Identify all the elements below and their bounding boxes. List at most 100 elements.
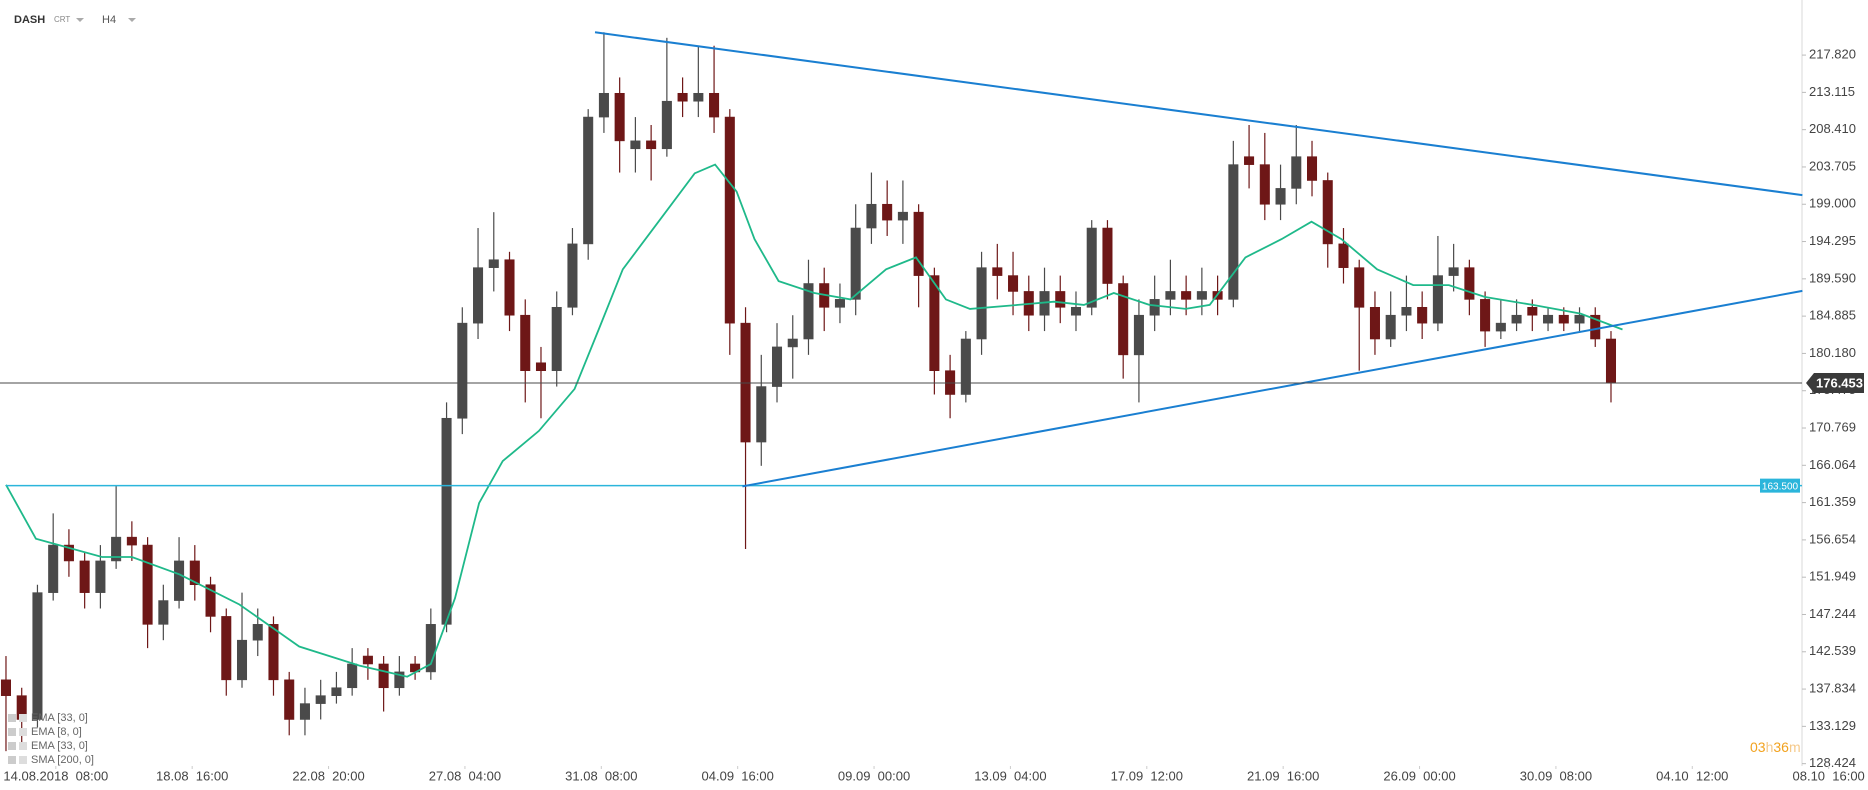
- candle-body: [850, 227, 861, 300]
- ema-line: [5, 163, 1623, 678]
- candle-body: [0, 679, 12, 696]
- candle-body: [1417, 306, 1428, 324]
- candle-body: [441, 417, 452, 625]
- trendline[interactable]: [594, 31, 1803, 197]
- candle-body: [1118, 283, 1129, 356]
- candle-body: [473, 267, 484, 324]
- countdown-part: m: [1789, 739, 1801, 755]
- candle-body: [771, 346, 783, 387]
- candle-body: [1543, 314, 1554, 324]
- y-tick-label: 151.949: [1809, 569, 1856, 584]
- y-tick-label: 137.834: [1809, 681, 1856, 696]
- candle-body: [709, 92, 720, 118]
- candle-body: [551, 306, 562, 372]
- indicator-icon[interactable]: [19, 756, 27, 764]
- candle-body: [252, 624, 263, 641]
- y-tick-label: 199.000: [1809, 196, 1856, 211]
- support-label-box: [1760, 478, 1800, 493]
- countdown: 03h36m: [1750, 739, 1801, 755]
- candle-body: [32, 592, 43, 720]
- candle-body: [1354, 267, 1365, 308]
- symbol[interactable]: DASH: [14, 14, 45, 26]
- candle-body: [1322, 180, 1333, 245]
- header: DASH CRT H4: [14, 14, 136, 26]
- indicator-icon[interactable]: [19, 728, 27, 736]
- overlay: 217.820 213.115 208.410 203.705 199.000 194.2…: [0, 31, 1865, 783]
- candle-body: [1480, 299, 1491, 332]
- candle-body: [583, 116, 594, 245]
- candle-body: [221, 616, 232, 681]
- indicator-icon[interactable]: [19, 714, 27, 722]
- candle-body: [284, 679, 295, 720]
- candle-body: [457, 322, 468, 419]
- y-tick-label: 166.064: [1809, 457, 1856, 472]
- indicator-label[interactable]: EMA [8, 0]: [31, 726, 82, 738]
- indicator-icon[interactable]: [19, 742, 27, 750]
- y-tick-label: 128.424: [1809, 755, 1856, 770]
- y-tick-label: 142.539: [1809, 643, 1856, 658]
- candle-body: [630, 140, 641, 150]
- candle-body: [992, 267, 1003, 276]
- candle-body: [331, 687, 342, 696]
- indicator-icon[interactable]: [8, 756, 16, 764]
- candle-body: [598, 92, 609, 118]
- candle-body: [1338, 243, 1349, 268]
- x-tick-label: 18.08 16:00: [156, 768, 228, 783]
- candle-body: [126, 536, 137, 546]
- candle-body: [1291, 156, 1302, 189]
- candle-body: [1464, 267, 1475, 300]
- candle-body: [205, 584, 216, 617]
- y-tick-label: 147.244: [1809, 606, 1856, 621]
- x-tick-label: 04.10 12:00: [1656, 768, 1728, 783]
- candle-body: [646, 140, 657, 150]
- indicator-icon[interactable]: [8, 742, 16, 750]
- x-tick-label: 14.08.2018 08:00: [3, 768, 108, 783]
- x-tick-label: 31.08 08:00: [565, 768, 637, 783]
- chart-type[interactable]: CRT: [54, 15, 70, 24]
- indicator-icon[interactable]: [8, 714, 16, 722]
- indicator-label[interactable]: SMA [200, 0]: [31, 754, 94, 766]
- dropdown-caret[interactable]: [76, 18, 84, 22]
- y-tick-label: 203.705: [1809, 158, 1856, 173]
- x-tick-label: 21.09 16:00: [1247, 768, 1319, 783]
- x-tick-label: 09.09 00:00: [838, 768, 910, 783]
- candle-body: [882, 203, 893, 221]
- candle-body: [693, 92, 704, 102]
- y-tick-label: 156.654: [1809, 531, 1856, 546]
- trendline[interactable]: [742, 289, 1803, 488]
- y-tick-label: 213.115: [1809, 84, 1855, 99]
- candle-body: [1574, 314, 1585, 324]
- x-tick-label: 08.10 16:00: [1793, 768, 1865, 783]
- y-tick-label: 217.820: [1809, 47, 1856, 62]
- indicator-legend: EMA [33, 0] EMA [8, 0] EMA [33, 0] SMA [200…: [8, 712, 94, 766]
- candle-body: [1196, 291, 1207, 300]
- support-label: 163.500: [1762, 481, 1799, 492]
- candle-body: [1385, 314, 1396, 340]
- candle-body: [79, 560, 90, 593]
- candle-body: [189, 560, 200, 586]
- candle-body: [614, 92, 625, 142]
- candle-body: [174, 560, 185, 601]
- candle-body: [1102, 227, 1113, 284]
- countdown-part: h: [1766, 739, 1774, 755]
- candle-body: [95, 560, 106, 593]
- candle-body: [960, 338, 971, 395]
- x-tick-label: 27.08 04:00: [429, 768, 501, 783]
- interval[interactable]: H4: [102, 14, 116, 26]
- y-tick-label: 161.359: [1809, 494, 1856, 509]
- candle-body: [976, 267, 987, 340]
- candle-body: [1511, 314, 1522, 324]
- candle-body: [111, 536, 122, 562]
- indicator-icon[interactable]: [8, 728, 16, 736]
- dropdown-caret[interactable]: [128, 18, 136, 22]
- candle-body: [929, 275, 940, 372]
- y-tick-label: 133.129: [1809, 718, 1856, 733]
- candle-body: [1008, 275, 1019, 292]
- x-tick-label: 13.09 04:00: [974, 768, 1046, 783]
- indicator-label[interactable]: EMA [33, 0]: [31, 712, 88, 724]
- candle-body: [834, 299, 845, 308]
- indicator-label[interactable]: EMA [33, 0]: [31, 740, 88, 752]
- candle-body: [63, 544, 74, 562]
- countdown-part: 36: [1773, 739, 1789, 755]
